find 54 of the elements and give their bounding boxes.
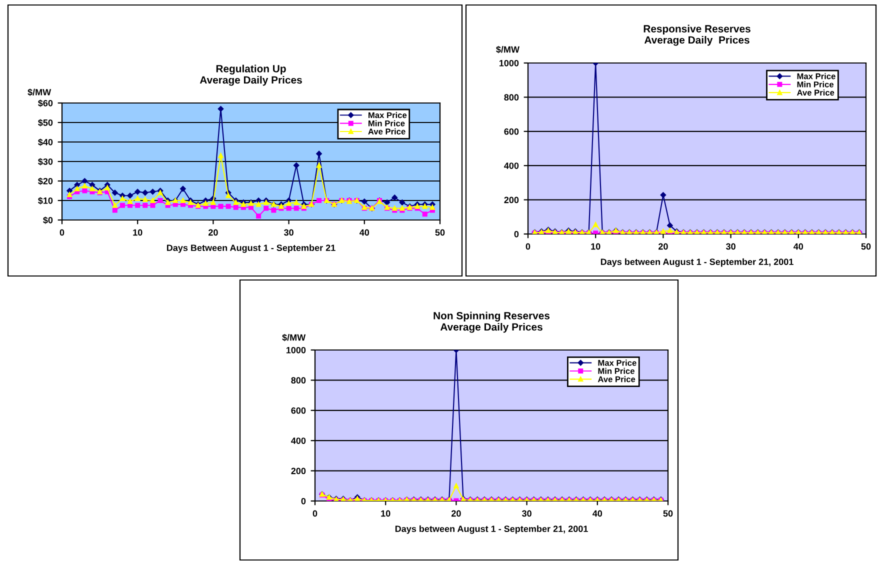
chart-title: Non Spinning Reserves Average Daily Prices [434,312,550,333]
y-tick-label: 1000 [286,346,306,354]
legend-label: Ave Price [598,376,636,382]
x-tick-label: 40 [360,229,370,236]
x-tick-label: 50 [861,243,871,250]
x-tick-label: 50 [663,510,673,517]
y-tick-label: 600 [504,128,519,135]
y-tick-label: 200 [504,196,519,204]
x-tick-label: 20 [451,510,461,517]
x-tick-label: 40 [592,510,602,517]
y-tick-label: $50 [38,119,53,126]
x-tick-label: 10 [381,510,390,517]
x-tick-label: 30 [726,243,736,250]
x-tick-label: 30 [284,229,294,236]
x-tick-label: 0 [526,243,530,250]
y-tick-label: $0 [43,216,53,224]
y-axis-title: $/MW [28,88,52,96]
legend-label: Max Price [797,73,836,80]
x-tick-label: 0 [312,510,318,517]
y-tick-label: $20 [38,178,53,185]
chart-title: Responsive Reserves Average Daily Prices [644,24,750,46]
x-axis-title: Days between August 1 - September 21, 2001 [395,525,588,534]
legend-label: Max Price [598,360,636,366]
x-axis-title: Days Between August 1 - September 21 [166,244,336,253]
y-tick-label: 800 [291,377,306,384]
y-tick-label: 1000 [499,60,519,66]
y-tick-label: 200 [291,468,306,474]
x-tick-label: 0 [60,229,64,236]
y-tick-label: $40 [38,138,53,146]
y-tick-label: 0 [301,498,306,504]
y-axis-title: $/MW [282,334,306,342]
x-tick-label: 10 [591,243,600,250]
legend-label: Max Price [368,112,407,118]
y-tick-label: 800 [504,94,519,101]
legend-label: Min Price [368,120,405,126]
x-tick-label: 10 [133,229,142,236]
x-tick-label: 30 [522,510,532,517]
y-tick-label: $30 [38,158,53,166]
y-tick-label: $10 [38,197,53,204]
x-tick-label: 20 [658,243,668,250]
y-tick-label: $60 [38,100,53,107]
x-tick-label: 20 [208,229,218,236]
legend-label: Min Price [598,368,634,374]
y-axis-title: $/MW [496,46,520,54]
y-tick-label: 400 [291,438,306,444]
y-tick-label: 600 [291,407,306,414]
chart-title: Regulation Up Average Daily Prices [200,64,302,86]
x-tick-label: 50 [435,229,445,236]
y-tick-label: 400 [504,162,519,169]
x-tick-label: 40 [794,243,804,250]
legend-label: Ave Price [796,89,834,96]
legend-label: Ave Price [368,128,406,134]
x-axis-title: Days between August 1 - September 21, 2001 [600,258,794,267]
legend-label: Min Price [797,81,834,88]
